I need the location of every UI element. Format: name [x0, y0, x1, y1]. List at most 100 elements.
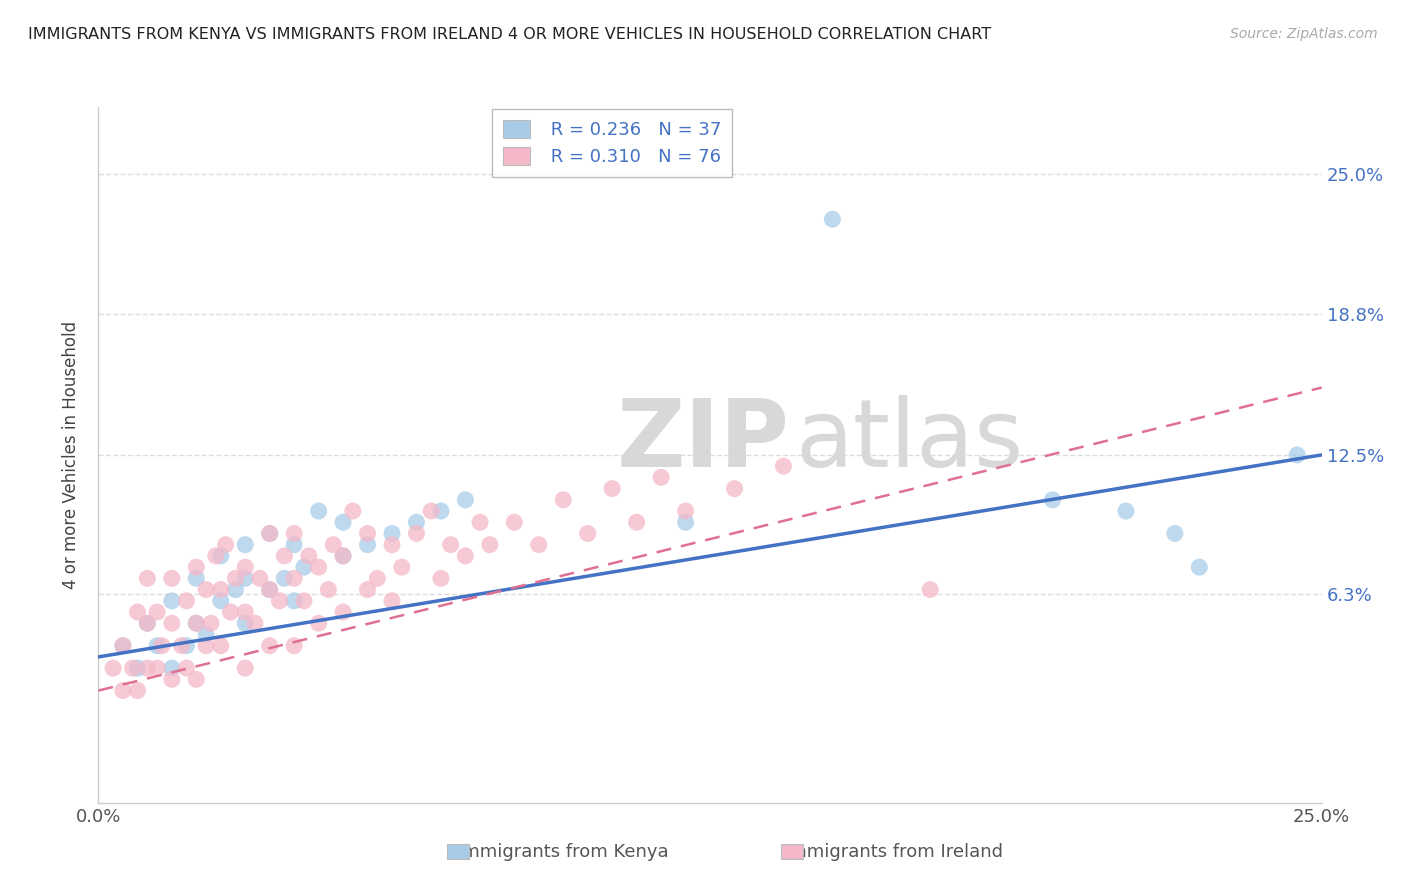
Point — [723, 482, 745, 496]
Point — [101, 661, 124, 675]
Point — [195, 582, 218, 597]
Text: Immigrants from Ireland: Immigrants from Ireland — [785, 843, 1002, 861]
Point — [650, 470, 672, 484]
Point — [200, 616, 222, 631]
Point — [332, 605, 354, 619]
Point — [233, 661, 256, 675]
Point — [283, 639, 305, 653]
Point — [920, 582, 942, 597]
Point — [121, 661, 143, 675]
Point — [405, 526, 427, 541]
Point — [209, 594, 232, 608]
Point — [527, 538, 550, 552]
Point — [150, 639, 173, 653]
Point — [342, 504, 364, 518]
Point — [186, 616, 208, 631]
Point — [209, 639, 232, 653]
Point — [146, 639, 169, 653]
Point — [176, 661, 198, 675]
Point — [292, 560, 315, 574]
Point — [186, 616, 208, 631]
Point — [675, 504, 697, 518]
FancyBboxPatch shape — [447, 844, 470, 859]
Point — [160, 673, 183, 687]
Point — [675, 515, 697, 529]
Point — [111, 639, 134, 653]
Point — [233, 605, 256, 619]
Point — [420, 504, 443, 518]
Point — [186, 560, 208, 574]
Point — [146, 661, 169, 675]
Point — [454, 492, 477, 507]
Point — [136, 661, 159, 675]
Legend:  R = 0.236   N = 37,  R = 0.310   N = 76: R = 0.236 N = 37, R = 0.310 N = 76 — [492, 109, 733, 177]
Point — [259, 582, 281, 597]
Point — [332, 549, 354, 563]
Point — [224, 582, 246, 597]
Point — [176, 639, 198, 653]
Point — [600, 482, 623, 496]
Point — [146, 605, 169, 619]
Point — [318, 582, 340, 597]
Point — [430, 571, 453, 585]
Point — [136, 616, 159, 631]
Point — [1286, 448, 1309, 462]
Point — [772, 459, 794, 474]
Point — [160, 571, 183, 585]
Point — [821, 212, 844, 227]
Point — [576, 526, 599, 541]
Point — [259, 639, 281, 653]
Point — [186, 571, 208, 585]
Text: IMMIGRANTS FROM KENYA VS IMMIGRANTS FROM IRELAND 4 OR MORE VEHICLES IN HOUSEHOLD: IMMIGRANTS FROM KENYA VS IMMIGRANTS FROM… — [28, 27, 991, 42]
Text: Immigrants from Kenya: Immigrants from Kenya — [457, 843, 669, 861]
Point — [454, 549, 477, 563]
Point — [292, 594, 315, 608]
Point — [1115, 504, 1137, 518]
Point — [430, 504, 453, 518]
Point — [249, 571, 271, 585]
Point — [626, 515, 648, 529]
Point — [160, 616, 183, 631]
Text: Source: ZipAtlas.com: Source: ZipAtlas.com — [1230, 27, 1378, 41]
Point — [468, 515, 491, 529]
Point — [308, 504, 330, 518]
Point — [553, 492, 575, 507]
Point — [308, 616, 330, 631]
Point — [308, 560, 330, 574]
Point — [356, 538, 378, 552]
Point — [233, 538, 256, 552]
Point — [440, 538, 463, 552]
Point — [224, 571, 246, 585]
Point — [136, 616, 159, 631]
Point — [160, 661, 183, 675]
Point — [186, 673, 208, 687]
Point — [283, 594, 305, 608]
Point — [111, 639, 134, 653]
Point — [195, 639, 218, 653]
Point — [176, 594, 198, 608]
Point — [243, 616, 266, 631]
Point — [160, 594, 183, 608]
Point — [332, 549, 354, 563]
Point — [273, 571, 295, 585]
Point — [170, 639, 193, 653]
Text: atlas: atlas — [796, 395, 1024, 487]
Point — [233, 571, 256, 585]
Point — [356, 526, 378, 541]
Point — [111, 683, 134, 698]
Point — [366, 571, 388, 585]
Point — [283, 571, 305, 585]
Point — [322, 538, 344, 552]
Point — [127, 605, 149, 619]
Point — [1188, 560, 1211, 574]
Point — [136, 571, 159, 585]
Point — [381, 538, 404, 552]
Point — [405, 515, 427, 529]
Point — [381, 594, 404, 608]
Point — [219, 605, 242, 619]
Point — [332, 515, 354, 529]
FancyBboxPatch shape — [780, 844, 803, 859]
Point — [478, 538, 501, 552]
Point — [127, 683, 149, 698]
Point — [356, 582, 378, 597]
